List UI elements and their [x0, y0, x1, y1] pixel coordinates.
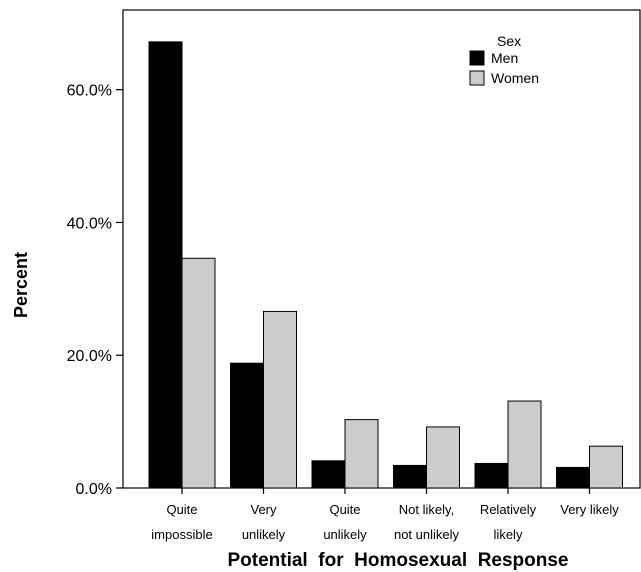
x-tick-label: unlikely: [242, 527, 286, 542]
bar-women-4: [507, 400, 542, 489]
x-axis-title: Potential for Homosexual Response: [227, 550, 568, 571]
bar-women-2: [344, 419, 379, 489]
legend: Sex Men Women: [469, 33, 539, 86]
x-tick-label: likely: [494, 527, 523, 542]
bar-men-2: [311, 460, 346, 489]
y-tick-label: 20.0%: [67, 348, 112, 365]
x-tick-label: Relatively: [480, 502, 537, 517]
bar-men-0: [148, 41, 183, 489]
bar-women-1: [263, 310, 297, 489]
y-tick-label: 60.0%: [67, 83, 112, 100]
x-tick-label: impossible: [151, 527, 212, 542]
legend-swatch-men: [469, 50, 485, 66]
legend-label-women: Women: [491, 70, 539, 86]
bar-women-0: [181, 257, 216, 489]
x-axis-category-labels: Quite impossible Very unlikely Quite unlikely…: [151, 488, 619, 542]
x-tick-label: Quite: [329, 502, 360, 517]
y-tick-label: 40.0%: [67, 215, 112, 232]
plot-frame: [122, 9, 641, 489]
bar-men-1: [230, 362, 264, 489]
bars: [148, 41, 623, 489]
bar-men-3: [393, 464, 427, 489]
y-axis-ticks: 0.0% 20.0% 40.0% 60.0%: [67, 83, 123, 498]
x-tick-label: Very likely: [560, 502, 619, 517]
legend-title: Sex: [497, 33, 521, 49]
bar-women-3: [426, 426, 460, 489]
x-tick-label: Very: [250, 502, 277, 517]
bar-men-5: [556, 466, 590, 489]
bar-women-5: [589, 445, 623, 489]
legend-label-men: Men: [491, 50, 518, 66]
y-axis-title: Percent: [11, 252, 31, 318]
x-tick-label: Quite: [166, 502, 197, 517]
bar-men-4: [474, 462, 509, 489]
x-tick-label: unlikely: [323, 527, 367, 542]
y-tick-label: 0.0%: [76, 481, 112, 498]
legend-swatch-women: [469, 70, 485, 86]
x-tick-label: not unlikely: [394, 527, 460, 542]
x-tick-label: Not likely,: [399, 502, 454, 517]
